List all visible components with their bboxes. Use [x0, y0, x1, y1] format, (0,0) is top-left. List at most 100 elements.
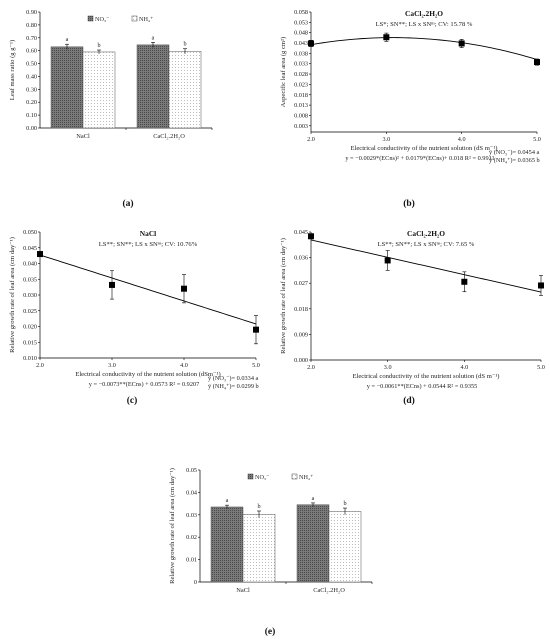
y-axis-label: Relative growth rate of leaf area (cm da…: [169, 468, 176, 584]
legend-swatch: [247, 473, 254, 480]
regression-equation: y = −0.0073**(ECns) + 0.0573 R² = 0.9207: [89, 381, 200, 388]
y-tick-label: 0.025: [23, 308, 37, 315]
y-axis-label: Relative growth rate of leaf area (cm da…: [9, 237, 16, 353]
significance-letter: b: [257, 503, 260, 510]
significance-letter: a: [66, 36, 69, 43]
x-tick-label: 5.0: [252, 362, 260, 369]
y-tick-label: 0.05: [186, 467, 197, 474]
y-axis-label: Relative growth rate of leaf area (cm da…: [280, 238, 287, 354]
y-tick-label: 0.70: [26, 35, 37, 42]
category-label: CaCl₂.2H₂O: [313, 587, 345, 594]
y-tick-label: 0.03: [186, 512, 197, 519]
legend-label: NO₃⁻: [95, 16, 109, 23]
chart-e: 0 0.01 0.02 0.03 0.04 0.05 Relative growth rat…: [169, 467, 373, 637]
y-tick-label: 0.015: [23, 339, 37, 346]
panel-caption: (b): [403, 198, 415, 209]
y-tick-label: 0.30: [26, 86, 37, 93]
significance-letter: a: [226, 497, 229, 504]
data-point: [461, 278, 468, 285]
x-tick-label: 5.0: [537, 364, 545, 371]
y-tick-label: 0.020: [23, 324, 37, 331]
regression-equation: y = −0.0061**(ECns) + 0.0544 R² = 0.9355: [367, 383, 478, 390]
y-tick-label: 0.035: [23, 276, 37, 283]
panel-caption: (c): [127, 395, 138, 406]
y-tick-label: 0: [194, 579, 197, 586]
legend-swatch: [87, 15, 94, 22]
bar-no3: [210, 506, 244, 583]
y-tick-label: 0.018: [294, 306, 308, 313]
y-tick-label: 0.036: [294, 255, 308, 262]
y-tick-label: 0.008: [294, 112, 308, 119]
x-tick-label: 3.0: [384, 364, 392, 371]
category-label: NaCl: [76, 133, 90, 140]
chart-b: 0.003 0.008 0.013 0.018 0.023 0.028 0.033 0.038…: [280, 9, 541, 209]
data-point: [538, 282, 544, 289]
y-tick-label: 0.028: [294, 71, 308, 78]
regression-line: [39, 254, 257, 325]
y-tick-label: 0.000: [294, 357, 308, 364]
data-point: [458, 40, 465, 47]
data-point: [37, 251, 43, 258]
x-tick-label: 3.0: [108, 362, 116, 369]
mean-value: ȳ (NH₄⁺)= 0.0299 b: [208, 383, 259, 390]
chart-title: NaCl: [140, 229, 156, 238]
significance-stats: LS*; SN**; LS x SNⁿˢ; CV: 15.78 %: [376, 21, 473, 28]
y-tick-label: 0.045: [294, 229, 308, 236]
legend-swatch: [291, 473, 298, 480]
bar-nh4: [242, 514, 276, 583]
x-tick-label: 2.0: [36, 362, 44, 369]
y-tick-label: 0.050: [23, 229, 37, 236]
legend-label: NO₃⁻: [255, 474, 269, 481]
data-point: [383, 34, 390, 41]
chart-c: 0.010 0.015 0.020 0.025 0.030 0.035 0.040 0.045…: [9, 229, 260, 406]
significance-letter: b: [343, 500, 346, 507]
bar-no3: [136, 44, 170, 129]
y-tick-label: 0.009: [294, 331, 308, 338]
y-tick-label: 0.04: [186, 489, 197, 496]
mean-value: ȳ (NH₄⁺)= 0.0365 b: [489, 157, 540, 164]
y-tick-label: 0.023: [294, 81, 308, 88]
data-point: [308, 233, 314, 240]
regression-equation: y = −0.0029*(ECns)² + 0.0179*(ECns)+ 0.0…: [345, 155, 494, 162]
panel-caption: (d): [403, 395, 415, 406]
y-tick-label: 0.045: [23, 245, 37, 252]
y-tick-label: 0.50: [26, 61, 37, 68]
x-tick-label: 5.0: [533, 136, 541, 143]
y-tick-label: 0.048: [294, 30, 308, 37]
chart-title: CaCl₂.2H₂O: [407, 229, 445, 238]
significance-letter: b: [183, 41, 186, 48]
regression-line: [310, 239, 542, 293]
chart-d: 0.000 0.009 0.018 0.027 0.036 0.045 Relative g…: [280, 229, 545, 406]
y-tick-label: 0.058: [294, 9, 308, 16]
x-tick-label: 2.0: [307, 364, 315, 371]
x-tick-label: 4.0: [460, 364, 468, 371]
y-tick-label: 0.003: [294, 123, 308, 130]
y-axis-label: Aspecific leaf area (g cm²): [280, 37, 287, 107]
y-tick-label: 0.038: [294, 50, 308, 57]
y-tick-label: 0.053: [294, 19, 308, 26]
bar-nh4: [82, 51, 116, 129]
category-label: CaCl₂.2H₂O: [153, 133, 185, 140]
legend-label: NH₄⁺: [299, 474, 313, 481]
legend-label: NH₄⁺: [139, 16, 153, 23]
mean-value: ȳ (NO₃⁻)= 0.0334 a: [208, 375, 259, 382]
category-label: NaCl: [236, 587, 250, 594]
data-point: [308, 40, 314, 47]
bar-nh4: [328, 511, 362, 583]
y-tick-label: 0.60: [26, 48, 37, 55]
legend-swatch: [131, 15, 138, 22]
y-axis-label: Leaf mass ratio (g g⁻¹): [9, 40, 16, 100]
data-point: [534, 59, 540, 66]
significance-letter: b: [97, 42, 100, 49]
x-tick-label: 4.0: [180, 362, 188, 369]
x-axis-label: Electrical conductivity of the nutrient …: [350, 145, 497, 152]
significance-letter: a: [152, 34, 155, 41]
panel-caption: (e): [265, 626, 276, 637]
y-tick-label: 0.01: [186, 557, 197, 564]
x-tick-label: 4.0: [458, 136, 466, 143]
data-point: [181, 285, 187, 292]
y-tick-label: 0.013: [294, 102, 308, 109]
data-point: [384, 257, 391, 264]
panel-caption: (a): [122, 198, 133, 209]
chart-title: CaCl₂.2H₂O: [405, 9, 443, 18]
